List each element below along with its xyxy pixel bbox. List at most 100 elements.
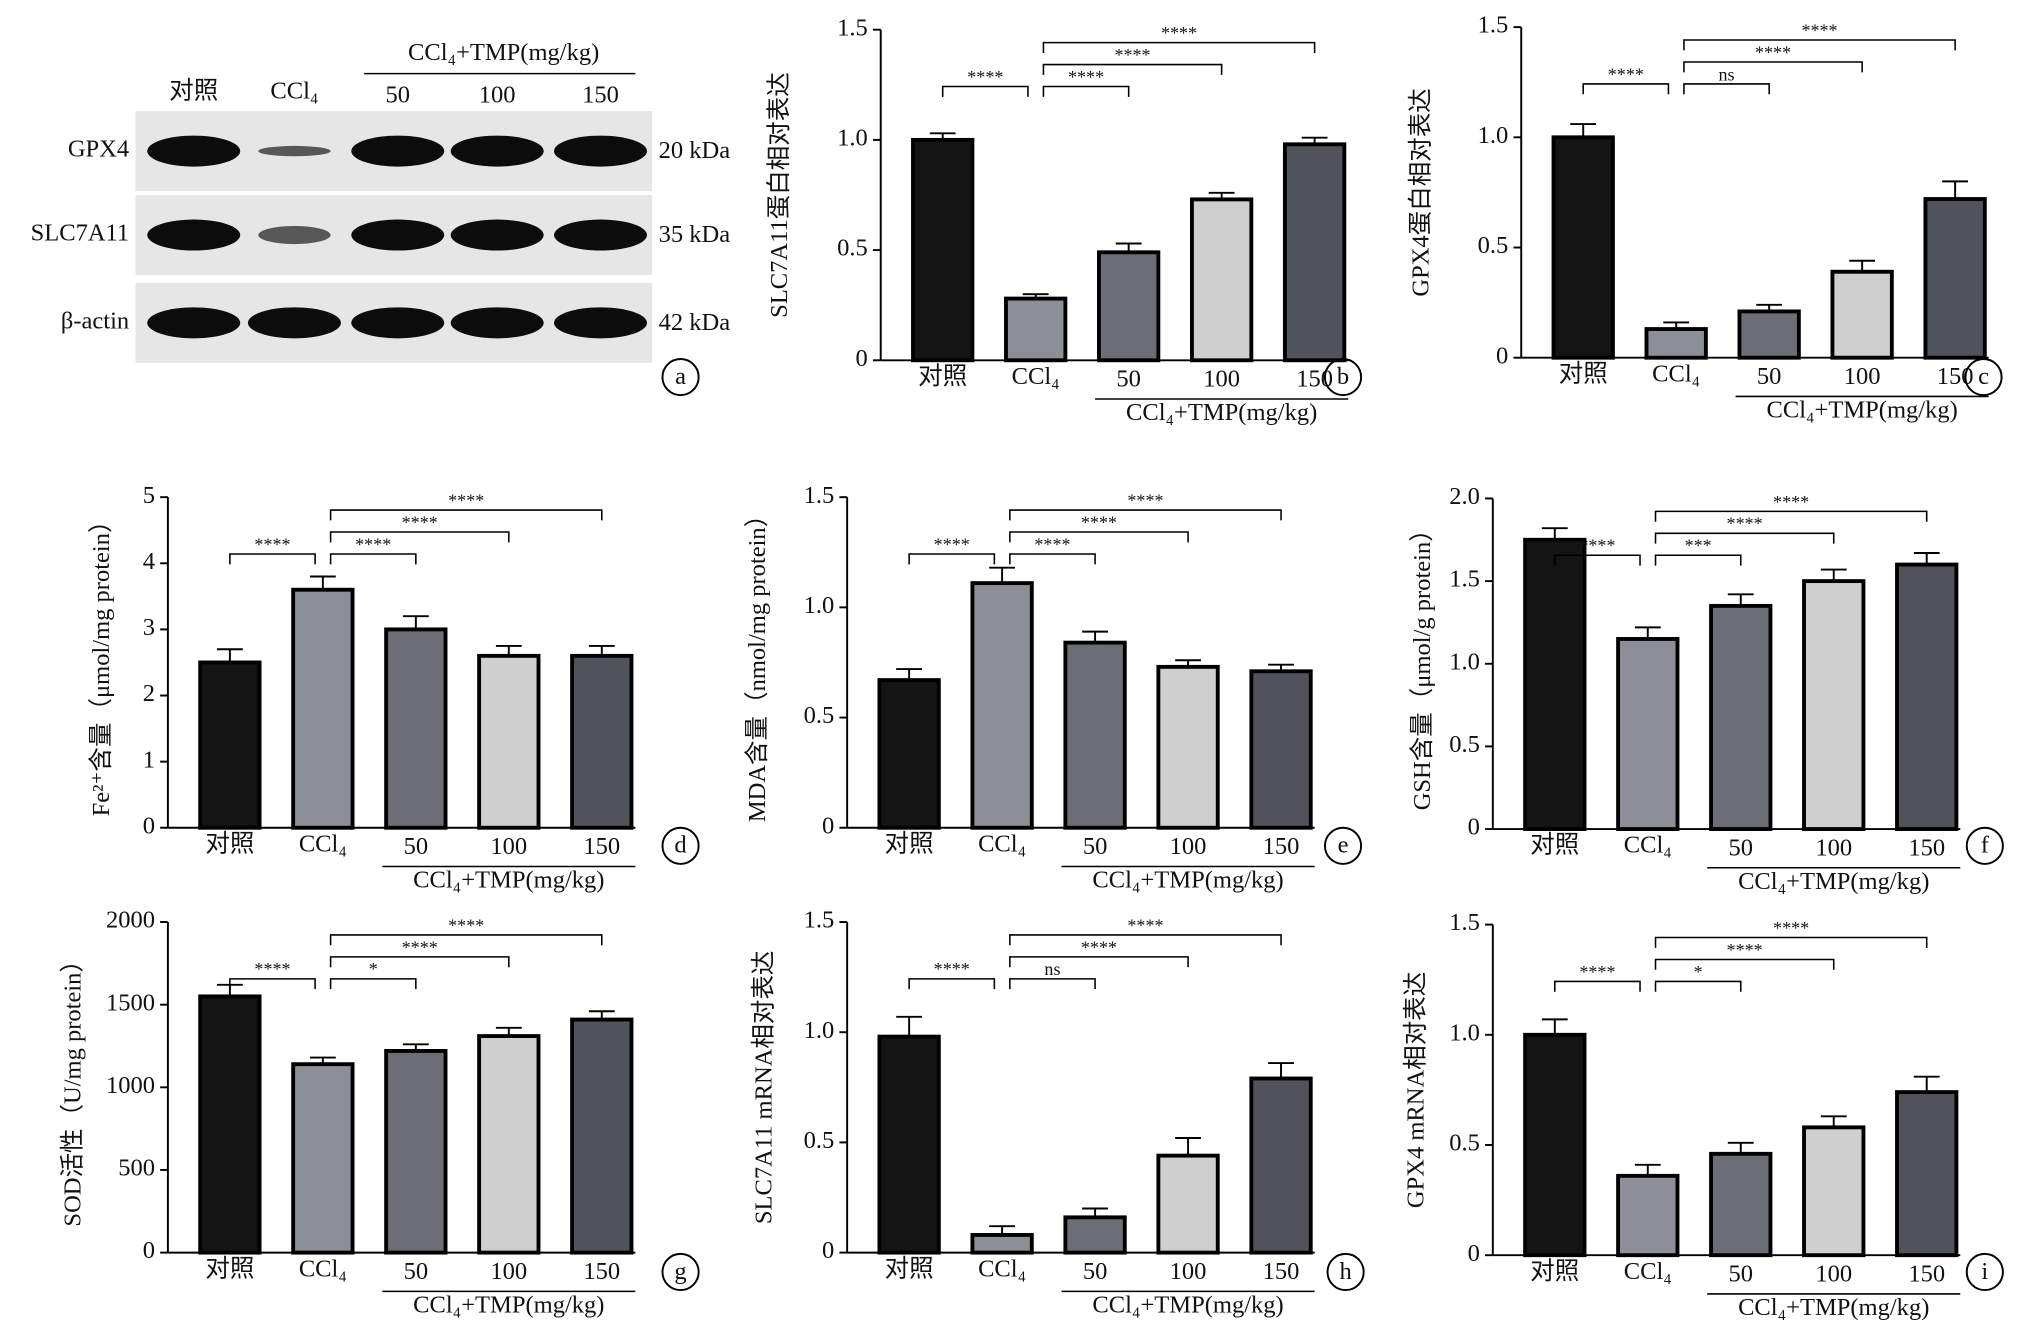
y-tick-label: 2000 xyxy=(106,907,155,934)
x-tick-label: 100 xyxy=(1815,834,1852,861)
significance-label: **** xyxy=(402,512,438,532)
x-tick-label: 150 xyxy=(1908,834,1945,861)
y-tick-label: 0.5 xyxy=(804,702,835,729)
bar xyxy=(1523,537,1587,831)
significance-label: **** xyxy=(448,915,484,935)
x-tick-label: 对照 xyxy=(885,829,934,857)
x-tick-label: 对照 xyxy=(205,829,254,857)
y-tick-label: 1.5 xyxy=(804,907,835,934)
significance-label: * xyxy=(369,959,378,979)
bar xyxy=(1895,562,1959,831)
significance-label: **** xyxy=(1114,45,1150,65)
significance-label: **** xyxy=(1801,20,1837,40)
x-tick-label: 150 xyxy=(1263,833,1300,860)
bar xyxy=(384,1049,448,1255)
significance-label: **** xyxy=(355,534,391,554)
y-tick-label: 1.0 xyxy=(1449,648,1480,675)
y-axis-label: SLC7A11 mRNA相对表达 xyxy=(749,951,777,1225)
blot-band xyxy=(147,307,241,339)
y-axis-label: GPX4 mRNA相对表达 xyxy=(1402,972,1430,1208)
panel-letter: h xyxy=(1339,1258,1351,1285)
significance-bracket xyxy=(329,956,510,968)
y-tick-label: 1.0 xyxy=(1449,1019,1480,1046)
significance-bracket xyxy=(329,509,603,521)
significance-label: **** xyxy=(1727,940,1763,960)
blot-band xyxy=(450,219,544,251)
significance-label: **** xyxy=(1081,512,1117,532)
blot-band xyxy=(554,135,647,167)
bar xyxy=(1616,637,1680,831)
x-tick-label: 对照 xyxy=(885,1254,934,1282)
bar xyxy=(1644,327,1708,360)
x-tick-label: 50 xyxy=(1728,834,1753,861)
significance-label: **** xyxy=(1755,42,1791,62)
x-tick-label: 150 xyxy=(1908,1260,1945,1287)
x-tick-label: 50 xyxy=(1083,833,1108,860)
significance-label: **** xyxy=(254,534,290,554)
panel-letter-circle xyxy=(1965,826,2004,865)
row-size: 42 kDa xyxy=(659,309,731,336)
x-tick-label: 150 xyxy=(583,1258,620,1285)
significance-bracket xyxy=(941,85,1029,97)
significance-bracket xyxy=(229,978,316,990)
significance-bracket xyxy=(329,531,510,543)
significance-label: **** xyxy=(967,67,1003,87)
y-tick-label: 0.5 xyxy=(837,235,868,262)
significance-label: *** xyxy=(1685,536,1712,556)
bar xyxy=(970,581,1034,830)
x-tick-label: 对照 xyxy=(918,362,967,390)
blot-band xyxy=(147,135,241,167)
significance-label: **** xyxy=(1773,918,1809,938)
lane-label: 对照 xyxy=(169,77,218,105)
significance-bracket xyxy=(908,553,996,565)
panel-letter-circle xyxy=(661,826,700,865)
bar xyxy=(1004,296,1068,363)
bar xyxy=(1156,1153,1220,1255)
y-tick-label: 2.0 xyxy=(1449,483,1480,510)
row-label: β-actin xyxy=(61,307,129,334)
significance-label: **** xyxy=(1127,915,1163,935)
y-tick-label: 1.5 xyxy=(1449,566,1480,593)
y-tick-label: 0 xyxy=(1468,814,1480,841)
bar xyxy=(477,653,541,830)
x-tick-label: CCl₄ xyxy=(978,830,1026,857)
group-label: CCl₄+TMP(mg/kg) xyxy=(1092,1291,1283,1318)
panel-letter-circle xyxy=(661,1252,700,1292)
bar xyxy=(384,627,448,830)
x-tick-label: 100 xyxy=(1170,833,1207,860)
bar xyxy=(198,660,262,830)
bar xyxy=(1616,1173,1680,1258)
blot-band xyxy=(351,219,445,251)
blot-band xyxy=(351,307,445,339)
group-label: CCl₄+TMP(mg/kg) xyxy=(1126,399,1317,426)
bar xyxy=(477,1034,541,1255)
bar xyxy=(291,587,355,830)
significance-bracket xyxy=(1009,531,1189,543)
blot-band xyxy=(554,307,647,339)
x-tick-label: 对照 xyxy=(1530,831,1579,859)
x-tick-label: 50 xyxy=(1757,363,1782,390)
bar xyxy=(1923,197,1987,360)
y-tick-label: 1.0 xyxy=(1478,122,1509,149)
panel-letter: a xyxy=(675,363,686,390)
blot-band xyxy=(351,135,445,167)
blot-band xyxy=(258,225,331,245)
blot-band xyxy=(554,219,647,251)
bar xyxy=(1709,603,1773,831)
y-tick-label: 5 xyxy=(143,482,155,509)
bar xyxy=(1802,1125,1866,1258)
x-tick-label: 150 xyxy=(1263,1258,1300,1285)
y-tick-label: 1.0 xyxy=(804,592,835,619)
bar xyxy=(877,678,941,830)
y-tick-label: 0.5 xyxy=(1478,232,1509,259)
x-tick-label: 100 xyxy=(1844,363,1881,390)
blot-band xyxy=(258,145,331,157)
bar xyxy=(291,1062,355,1255)
x-tick-label: CCl₄ xyxy=(299,1255,347,1282)
x-tick-label: 50 xyxy=(1728,1260,1753,1287)
significance-bracket xyxy=(329,553,417,565)
group-label: CCl₄+TMP(mg/kg) xyxy=(1738,1294,1929,1321)
significance-bracket xyxy=(329,934,603,946)
blot-band xyxy=(247,307,341,339)
significance-label: **** xyxy=(448,490,484,510)
